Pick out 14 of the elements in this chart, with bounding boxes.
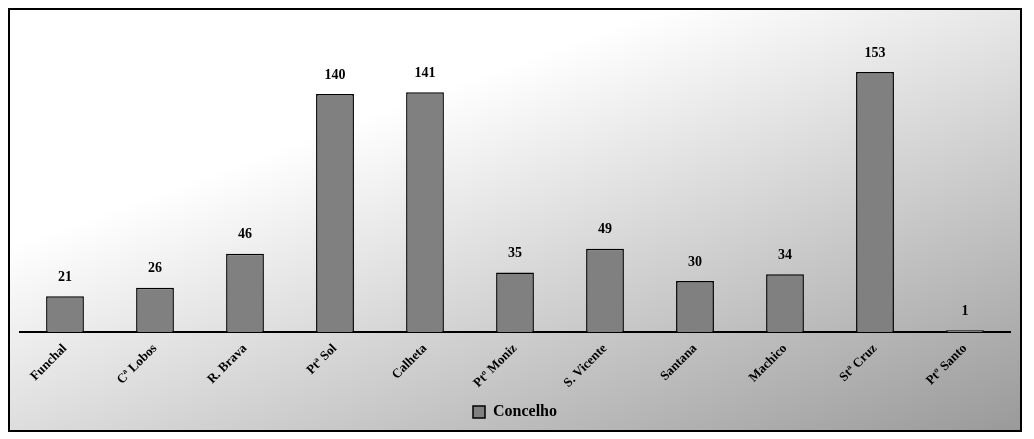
data-label: 30 (688, 253, 702, 269)
data-label: 46 (238, 226, 252, 242)
data-label: 21 (58, 268, 72, 284)
data-label: 26 (148, 260, 162, 276)
data-label: 35 (508, 245, 522, 261)
legend-label: Concelho (493, 402, 557, 420)
data-label: 140 (324, 66, 346, 82)
data-label: 1 (961, 302, 969, 318)
x-tick-label: Stª Cruz (835, 340, 880, 385)
data-label: 34 (778, 246, 792, 262)
data-label: 49 (598, 221, 612, 237)
data-label: 141 (414, 64, 436, 80)
data-label: 153 (864, 44, 886, 60)
x-tick-label: Ptª Sol (302, 340, 340, 377)
